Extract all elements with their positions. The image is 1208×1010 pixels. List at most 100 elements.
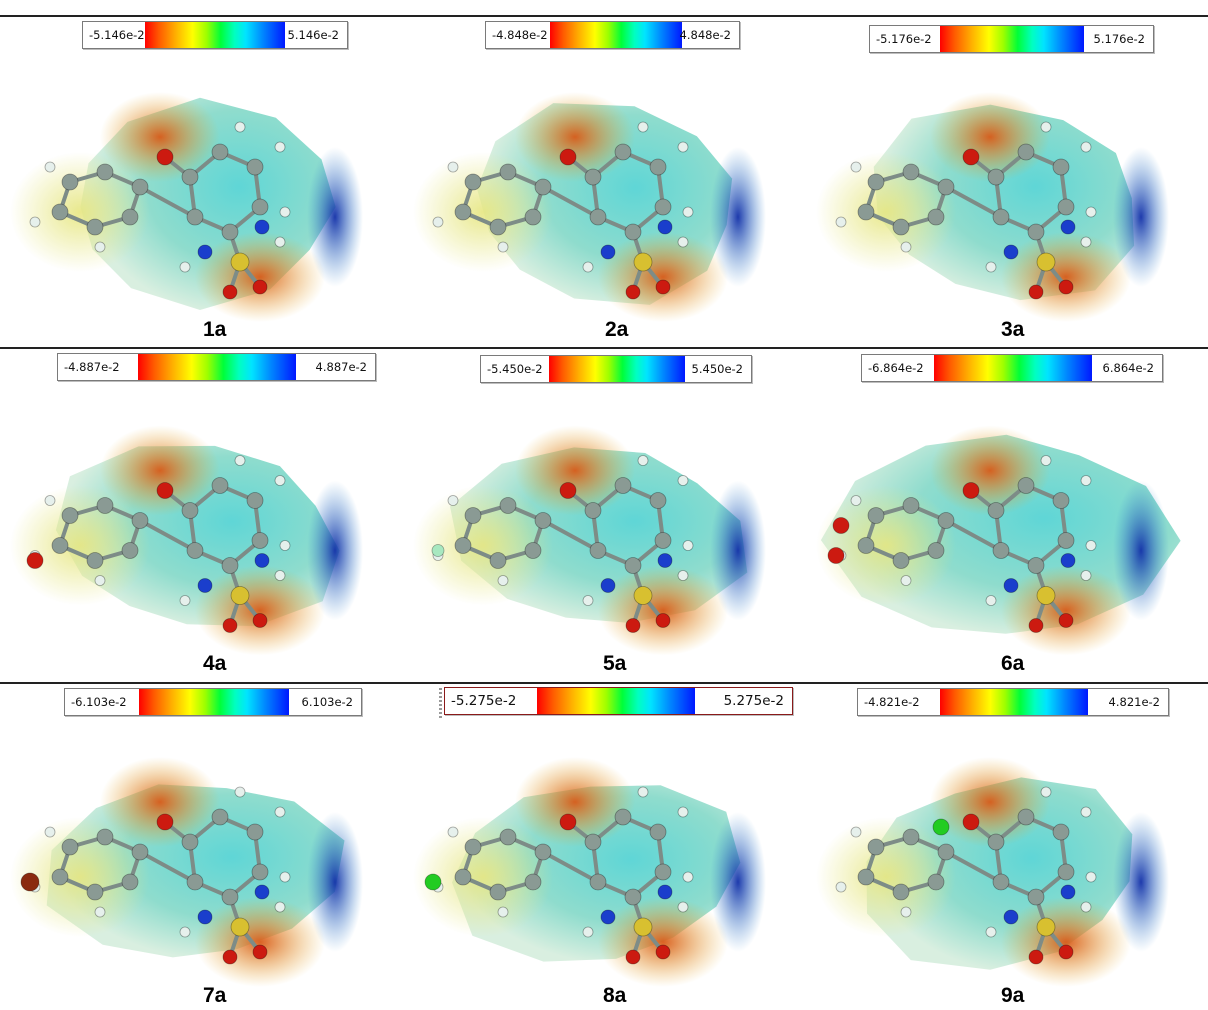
carbon-atom bbox=[96, 497, 114, 514]
bond bbox=[138, 185, 197, 219]
hydrogen-atom bbox=[682, 206, 694, 218]
mep-panel-5a: -5.450e-2 5.450e-2 5a bbox=[403, 349, 805, 682]
carbon-atom bbox=[649, 492, 667, 509]
carbon-atom bbox=[221, 557, 239, 574]
sulfur-atom bbox=[633, 586, 653, 605]
carbon-atom bbox=[654, 198, 672, 216]
carbon-atom bbox=[499, 163, 517, 181]
carbon-atom bbox=[489, 883, 507, 901]
panel-caption-6a: 6a bbox=[1001, 652, 1025, 675]
nitrogen-atom bbox=[254, 553, 270, 568]
positive-region bbox=[1113, 812, 1169, 952]
oxygen-atom bbox=[832, 517, 850, 534]
oxygen-atom bbox=[625, 284, 641, 300]
hydrogen-atom bbox=[985, 926, 997, 938]
neutral-region bbox=[816, 817, 956, 937]
bond bbox=[944, 185, 1003, 219]
hydrogen-atom bbox=[1080, 806, 1092, 818]
oxygen-atom bbox=[26, 552, 44, 569]
carbon-atom bbox=[902, 163, 920, 181]
carbon-atom bbox=[1052, 158, 1070, 176]
panel-caption-2a: 2a bbox=[605, 318, 629, 341]
carbon-atom bbox=[1027, 888, 1045, 906]
scale-max-label: 6.864e-2 bbox=[1102, 361, 1154, 375]
color-scale-bar-8a: -5.275e-2 5.275e-2 bbox=[444, 687, 793, 715]
hydrogen-atom bbox=[1085, 206, 1097, 218]
carbon-atom bbox=[1052, 492, 1070, 509]
oxygen-atom bbox=[1058, 613, 1074, 628]
hydrogen-atom bbox=[234, 786, 246, 798]
carbon-atom bbox=[892, 883, 910, 901]
carbon-atom bbox=[927, 208, 945, 226]
carbon-atom bbox=[181, 502, 199, 519]
chlorine-atom bbox=[424, 873, 442, 891]
oxygen-atom bbox=[252, 279, 268, 295]
hydrogen-atom bbox=[682, 540, 694, 551]
hydrogen-atom bbox=[44, 495, 56, 506]
oxygen-atom bbox=[222, 618, 238, 633]
molecule-surface-8a bbox=[413, 757, 766, 987]
bond bbox=[541, 850, 600, 884]
hydrogen-atom bbox=[637, 455, 649, 466]
carbon-atom bbox=[489, 218, 507, 236]
sulfur-atom bbox=[1036, 917, 1056, 937]
carbon-atom bbox=[589, 208, 607, 226]
carbon-atom bbox=[992, 873, 1010, 891]
carbon-atom bbox=[211, 808, 229, 826]
nitrogen-atom bbox=[657, 553, 673, 568]
carbon-atom bbox=[499, 497, 517, 514]
hydrogen-atom bbox=[94, 241, 106, 253]
scale-max-label: 5.176e-2 bbox=[1093, 32, 1145, 46]
sulfur-atom bbox=[230, 586, 250, 605]
ball-and-stick-model bbox=[424, 786, 694, 965]
ball-and-stick-model bbox=[827, 455, 1097, 633]
hydrogen-atom bbox=[497, 906, 509, 918]
carbon-atom bbox=[211, 477, 229, 494]
carbon-atom bbox=[867, 173, 885, 191]
hydrogen-atom bbox=[677, 570, 689, 581]
nitrogen-atom bbox=[197, 244, 213, 260]
carbon-atom bbox=[96, 163, 114, 181]
carbon-atom bbox=[937, 178, 955, 196]
nitrogen-atom bbox=[600, 578, 616, 593]
oxygen-atom bbox=[962, 813, 980, 831]
carbon-atom bbox=[927, 542, 945, 559]
scale-min-label: -4.821e-2 bbox=[864, 695, 920, 709]
ball-and-stick-model bbox=[835, 786, 1097, 965]
hydrogen-atom bbox=[497, 575, 509, 586]
hydrogen-atom bbox=[29, 216, 41, 228]
ball-and-stick-model bbox=[26, 455, 291, 633]
carbon-atom bbox=[649, 823, 667, 841]
bond bbox=[944, 518, 1003, 553]
hydrogen-atom bbox=[234, 121, 246, 133]
scale-max-label: 5.450e-2 bbox=[691, 362, 743, 376]
negative-region bbox=[515, 92, 635, 182]
carbon-atom bbox=[251, 863, 269, 881]
carbon-atom bbox=[857, 203, 875, 221]
carbon-atom bbox=[987, 502, 1005, 519]
carbon-atom bbox=[1057, 532, 1075, 549]
top-rule bbox=[0, 15, 1208, 17]
carbon-atom bbox=[892, 218, 910, 236]
positive-region bbox=[307, 147, 363, 287]
color-scale-bar-7a: -6.103e-2 6.103e-2 bbox=[64, 688, 362, 716]
carbon-atom bbox=[186, 208, 204, 226]
hydrogen-atom bbox=[850, 161, 862, 173]
hydrogen-atom bbox=[1040, 786, 1052, 798]
nitrogen-atom bbox=[1003, 909, 1019, 925]
carbon-atom bbox=[524, 873, 542, 891]
carbon-atom bbox=[892, 552, 910, 569]
carbon-atom bbox=[927, 873, 945, 891]
carbon-atom bbox=[1027, 223, 1045, 241]
hydrogen-atom bbox=[179, 926, 191, 938]
neutral-region bbox=[816, 152, 956, 272]
scale-min-label: -5.146e-2 bbox=[89, 28, 145, 42]
hydrogen-atom bbox=[274, 806, 286, 818]
hydrogen-atom bbox=[279, 540, 291, 551]
negative-region bbox=[195, 232, 325, 322]
negative-region bbox=[195, 897, 325, 987]
scale-min-label: -5.176e-2 bbox=[876, 32, 932, 46]
hydrogen-atom bbox=[1080, 901, 1092, 913]
oxygen-atom bbox=[1028, 284, 1044, 300]
mep-panel-9a: -4.821e-2 4.821e-2 9a bbox=[806, 684, 1208, 1010]
